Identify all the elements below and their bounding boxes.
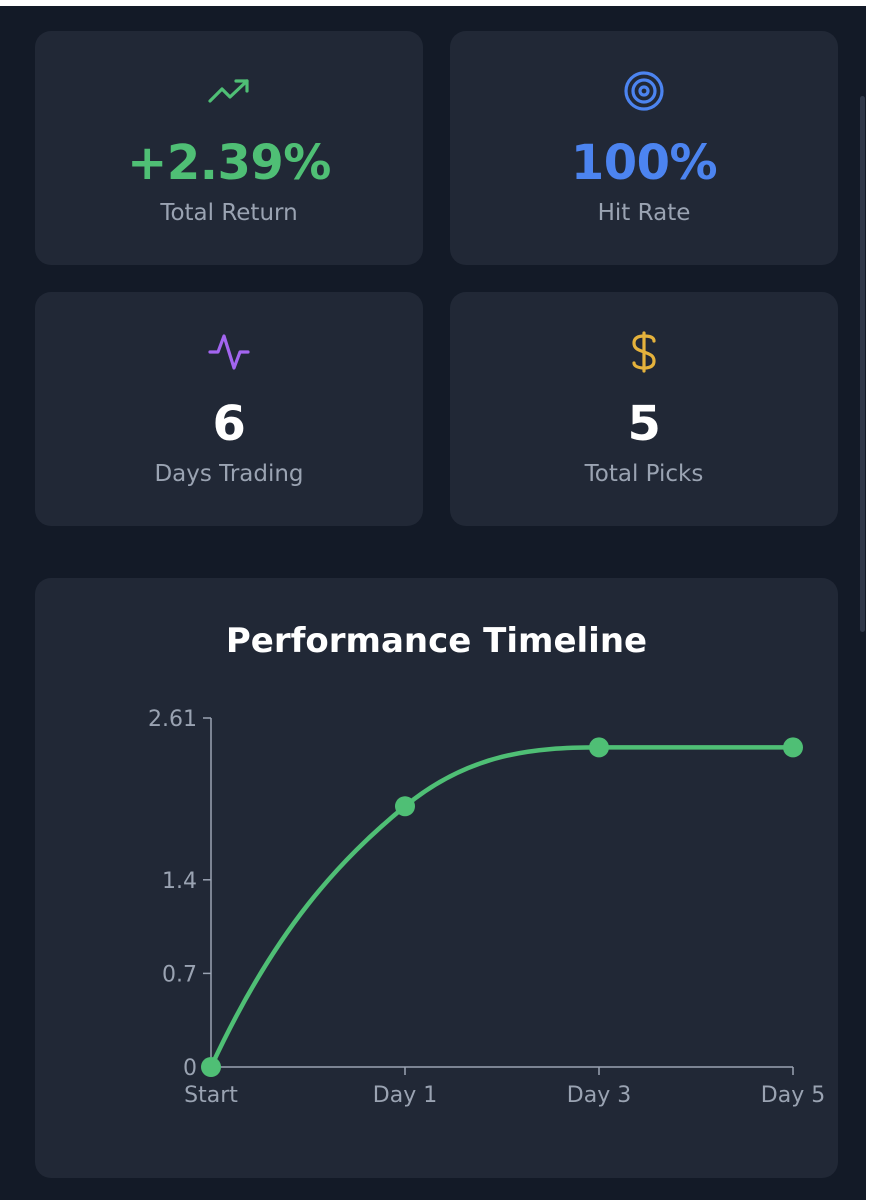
y-tick-label: 1.4: [162, 869, 197, 894]
stat-card-days-trading: 6 Days Trading: [35, 292, 423, 526]
performance-chart-card: Performance Timeline 0 0.7 1.4 2.61 Start Day…: [35, 578, 838, 1178]
dollar-icon: [450, 331, 838, 373]
scrollbar[interactable]: [860, 96, 865, 632]
x-tick-label: Day 5: [761, 1083, 825, 1108]
activity-icon: [35, 332, 423, 372]
y-tick-label: 0: [183, 1056, 197, 1081]
series-line: [208, 745, 796, 1070]
stat-card-total-return: +2.39% Total Return: [35, 31, 423, 265]
right-edge: [866, 0, 873, 1200]
x-tick-label: Day 1: [373, 1083, 437, 1108]
hit-rate-value: 100%: [570, 135, 718, 191]
stat-card-hit-rate: 100% Hit Rate: [450, 31, 838, 265]
y-tick-label: 0.7: [162, 962, 197, 987]
total-return-label: Total Return: [160, 200, 298, 226]
x-tick-label: Start: [184, 1083, 238, 1108]
days-trading-value: 6: [212, 396, 246, 452]
total-return-value: +2.39%: [127, 135, 331, 191]
x-tick-label: Day 3: [567, 1083, 631, 1108]
trending-up-icon: [35, 71, 423, 111]
total-picks-label: Total Picks: [584, 461, 704, 487]
data-point: [589, 737, 609, 758]
data-point: [201, 1057, 221, 1077]
days-trading-label: Days Trading: [154, 461, 304, 487]
target-icon: [450, 71, 838, 111]
hit-rate-label: Hit Rate: [597, 200, 691, 226]
chart-title: Performance Timeline: [225, 621, 648, 661]
total-picks-value: 5: [627, 396, 661, 452]
data-point: [783, 737, 803, 758]
performance-line-chart: 0 0.7 1.4 2.61 Start Day 1 Day 3 Day 5: [148, 707, 825, 1108]
stat-card-total-picks: 5 Total Picks: [450, 292, 838, 526]
data-point: [395, 796, 415, 817]
top-edge: [0, 0, 873, 6]
y-tick-label: 2.61: [148, 707, 197, 732]
